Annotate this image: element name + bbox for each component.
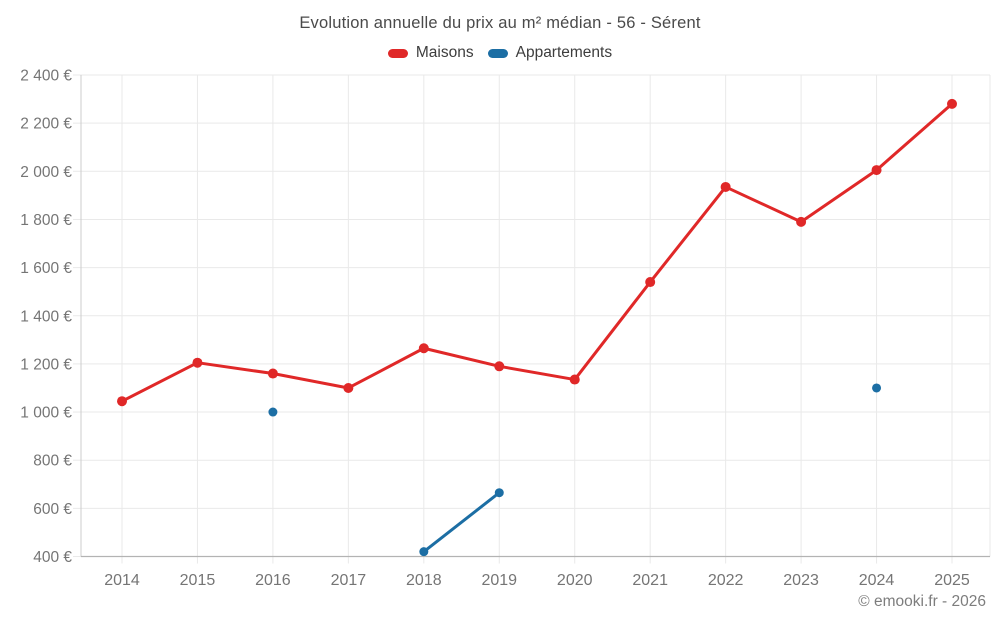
x-axis-label: 2022 <box>708 572 744 589</box>
x-axis-label: 2016 <box>255 572 291 589</box>
y-axis-label: 1 000 € <box>20 405 72 422</box>
data-point-maisons-2014[interactable] <box>117 396 127 407</box>
x-axis-label: 2019 <box>481 572 517 589</box>
data-point-maisons-2020[interactable] <box>569 374 580 385</box>
y-axis-label: 2 400 € <box>20 68 72 85</box>
data-point-maisons-2023[interactable] <box>796 216 807 227</box>
data-point-maisons-2015[interactable] <box>192 357 203 368</box>
x-axis-label: 2018 <box>406 572 442 589</box>
legend-label: Maisons <box>415 44 474 61</box>
data-point-appartements-2018[interactable] <box>419 547 429 557</box>
data-point-maisons-2021[interactable] <box>645 277 656 288</box>
x-axis-label: 2017 <box>331 572 367 589</box>
x-axis-label: 2023 <box>783 572 819 589</box>
x-axis-label: 2020 <box>557 572 593 589</box>
data-point-maisons-2018[interactable] <box>418 343 429 354</box>
y-axis-label: 1 800 € <box>20 212 72 229</box>
data-point-maisons-2019[interactable] <box>494 361 505 372</box>
series-line-maisons <box>120 102 954 403</box>
y-axis-label: 800 € <box>33 453 72 470</box>
data-point-maisons-2024[interactable] <box>871 165 882 176</box>
legend-item-appartements[interactable]: Appartements <box>487 44 613 62</box>
y-axis-label: 1 400 € <box>20 308 72 325</box>
data-point-appartements-2019[interactable] <box>494 488 504 498</box>
data-point-maisons-2025[interactable] <box>947 98 957 109</box>
legend-marker-maisons <box>387 48 408 58</box>
data-point-maisons-2016[interactable] <box>267 368 278 379</box>
x-axis-label: 2015 <box>180 572 216 589</box>
series-line-appartements <box>422 491 501 554</box>
legend-item-maisons[interactable]: Maisons <box>387 44 474 62</box>
y-axis-label: 2 200 € <box>20 116 72 133</box>
chart-title: Evolution annuelle du prix au m² médian … <box>299 14 701 32</box>
copyright-text: © emooki.fr - 2026 <box>858 593 986 610</box>
chart-legend: Maisons Appartements <box>0 44 1000 62</box>
legend-marker-appartements <box>487 48 508 58</box>
data-point-appartements-2024[interactable] <box>872 383 882 393</box>
x-axis-label: 2021 <box>632 572 668 589</box>
y-axis-label: 1 200 € <box>20 356 72 373</box>
data-point-maisons-2022[interactable] <box>720 181 731 192</box>
data-point-maisons-2017[interactable] <box>343 382 354 393</box>
x-axis-label: 2024 <box>859 572 895 589</box>
y-axis-label: 400 € <box>33 549 72 566</box>
x-axis-label: 2025 <box>934 572 970 589</box>
y-axis-label: 600 € <box>33 501 72 518</box>
legend-label: Appartements <box>515 44 613 61</box>
x-axis-label: 2014 <box>104 572 140 589</box>
data-point-appartements-2016[interactable] <box>268 407 278 417</box>
y-axis-label: 2 000 € <box>20 164 72 181</box>
y-axis-label: 1 600 € <box>20 260 72 277</box>
